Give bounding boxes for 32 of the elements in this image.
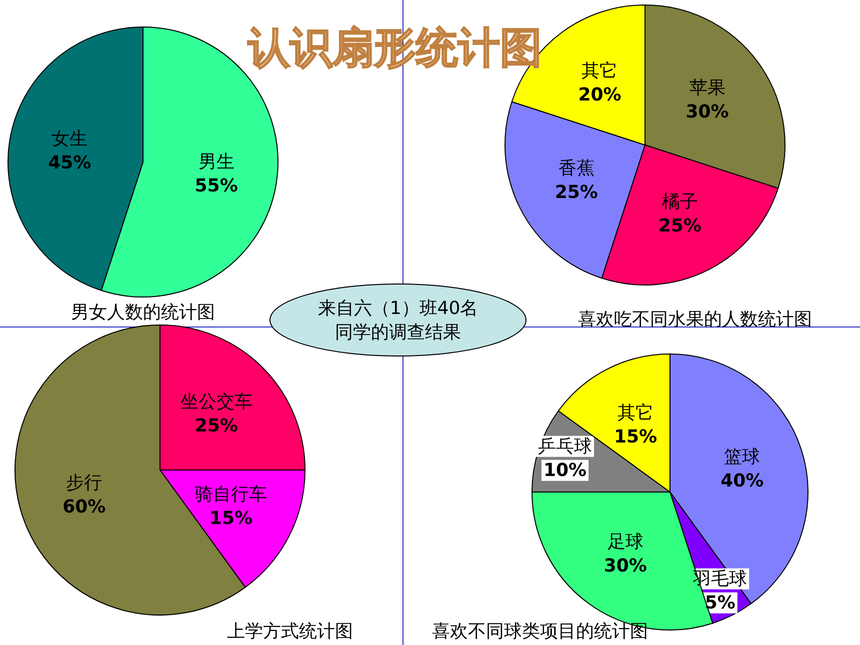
slice-label: 其它 bbox=[582, 60, 618, 82]
data-label: 25% bbox=[658, 216, 702, 237]
text: 喜欢不同球类项目的统计图 bbox=[432, 621, 648, 642]
text: 上学方式统计图 bbox=[227, 621, 353, 642]
slice-label: 橘子 bbox=[662, 192, 698, 213]
data-label: 5% bbox=[704, 592, 736, 614]
data-label: 60% bbox=[62, 496, 106, 518]
data-label: 40% bbox=[720, 470, 764, 492]
data-label: 45% bbox=[48, 152, 92, 174]
data-label: 15% bbox=[614, 426, 658, 448]
slice-label: 步行 bbox=[66, 472, 102, 494]
slice-label: 篮球 bbox=[724, 446, 760, 468]
text: 喜欢吃不同水果的人数统计图 bbox=[578, 309, 812, 330]
data-label: 20% bbox=[578, 84, 622, 106]
slice-label: 足球 bbox=[607, 531, 644, 552]
data-label: 25% bbox=[554, 182, 598, 203]
slice-label: 女生 bbox=[52, 128, 88, 150]
slice-label: 苹果 bbox=[689, 78, 726, 99]
slice-label: 男生 bbox=[198, 152, 234, 173]
text: 来自六（1）班40名同学的调查结果 bbox=[318, 298, 478, 343]
data-label: 55% bbox=[194, 176, 238, 197]
data-label: 15% bbox=[210, 508, 253, 530]
data-label: 30% bbox=[686, 102, 729, 123]
data-label: 10% bbox=[543, 460, 587, 481]
data-label: 30% bbox=[604, 555, 647, 576]
slice-label: 坐公交车 bbox=[180, 392, 252, 413]
slice-label: 骑自行车 bbox=[195, 484, 268, 506]
data-label: 25% bbox=[194, 416, 238, 437]
slice-label: 香蕉 bbox=[558, 158, 594, 179]
slice-label: 乒乓球 bbox=[538, 436, 592, 457]
slice-label: 其它 bbox=[618, 402, 654, 424]
text: 男女人数的统计图 bbox=[71, 302, 215, 323]
